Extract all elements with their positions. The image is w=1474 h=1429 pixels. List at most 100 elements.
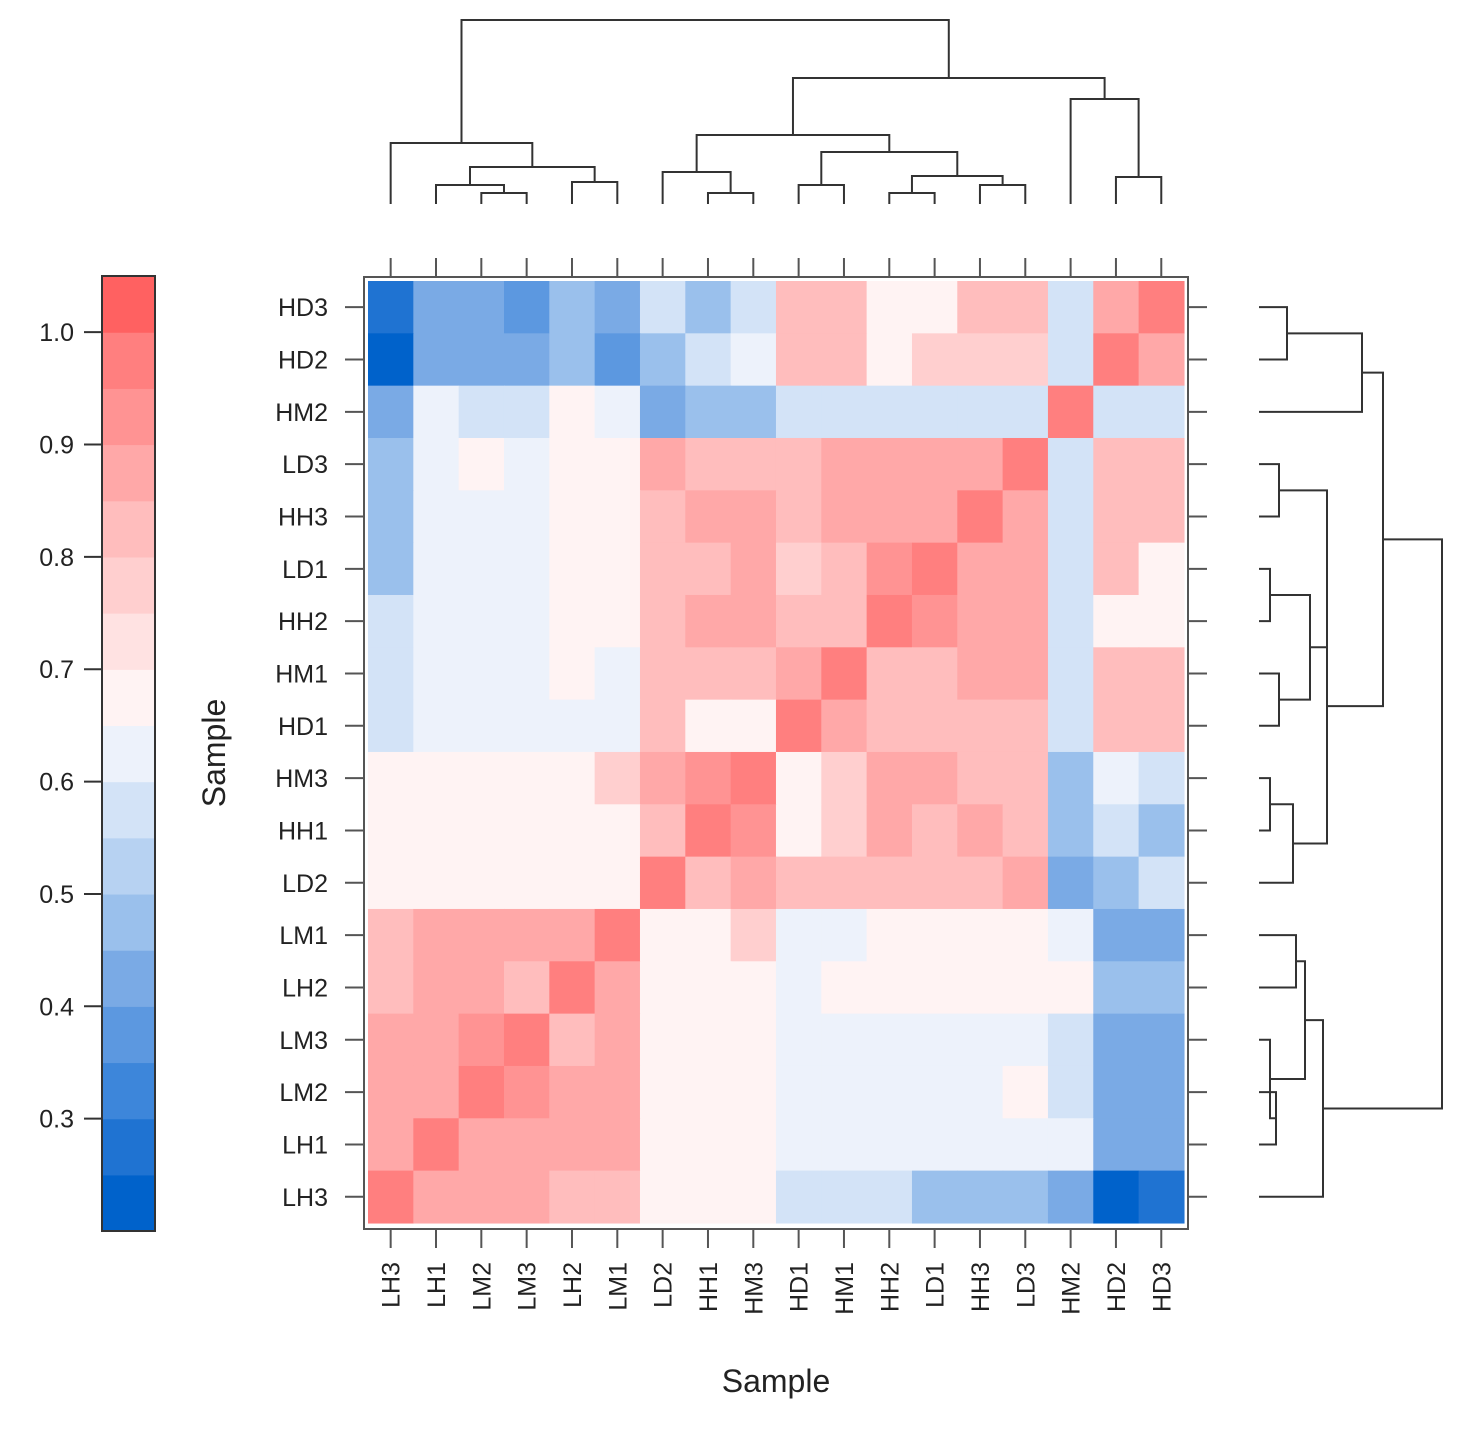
x-tick-label: LM1	[604, 1262, 632, 1311]
heatmap-cell-HD1-HH1	[685, 699, 732, 753]
heatmap-cells	[368, 281, 1185, 1224]
heatmap-cell-LM1-LD1	[911, 908, 958, 962]
heatmap-cell-HD2-HH2	[866, 333, 913, 387]
heatmap-cell-HD1-HM1	[821, 699, 868, 753]
heatmap-cell-HH1-LM2	[458, 804, 505, 858]
colorbar-band	[102, 332, 155, 389]
heatmap-cell-LM1-HH1	[685, 908, 732, 962]
heatmap-cell-HH3-LM1	[594, 490, 641, 544]
colorbar-tick-label: 0.3	[39, 1106, 74, 1134]
heatmap-cell-HM3-LD3	[1002, 751, 1049, 805]
colorbar-band	[102, 444, 155, 502]
heatmap-cell-HM1-HD3	[1138, 647, 1185, 701]
heatmap-cell-LM3-LD2	[639, 1013, 686, 1067]
heatmap-cell-HM3-LM2	[458, 751, 505, 805]
heatmap-cell-LM1-LD2	[639, 908, 686, 962]
heatmap-cell-HM1-LH2	[549, 647, 596, 701]
heatmap-cell-LH2-LH2	[549, 961, 596, 1015]
dendrogram-branch	[1259, 567, 1271, 623]
heatmap-cell-LM1-HH2	[866, 908, 913, 962]
heatmap-cell-HH2-HM2	[1047, 594, 1094, 648]
dendrogram-branch	[791, 77, 1106, 135]
heatmap-cell-LD3-HH1	[685, 437, 732, 491]
heatmap-cell-HH1-HM3	[730, 804, 777, 858]
heatmap-cell-LH3-LD2	[639, 1170, 686, 1224]
heatmap-cell-HM2-LH3	[368, 385, 414, 439]
dendrogram-branch	[1259, 463, 1280, 518]
heatmap-cell-HM2-LD3	[1002, 385, 1049, 439]
heatmap-cell-LH2-LM1	[594, 961, 641, 1015]
dendrogram-branch	[1293, 568, 1328, 845]
heatmap-cell-HM3-HD1	[775, 751, 822, 805]
heatmap-cell-HM2-HD1	[775, 385, 822, 439]
heatmap-cell-HH3-HD1	[775, 490, 822, 544]
heatmap-cell-HD2-LM3	[503, 333, 550, 387]
y-tick-label: LH1	[282, 1131, 328, 1159]
heatmap-cell-LM3-LD3	[1002, 1013, 1049, 1067]
heatmap-cell-LD2-LH1	[413, 856, 460, 910]
heatmap-cell-HM2-LD2	[639, 385, 686, 439]
heatmap-cell-LD2-HD2	[1093, 856, 1140, 910]
heatmap-cell-HD2-LH1	[413, 333, 460, 387]
heatmap-cell-HM3-HM2	[1047, 751, 1094, 805]
right-dendrogram	[1259, 306, 1443, 1198]
heatmap-cell-LH1-HD3	[1138, 1118, 1185, 1172]
colorbar-band	[102, 556, 155, 614]
plot-frame	[363, 276, 1189, 1230]
heatmap-cell-HD2-LM2	[458, 333, 505, 387]
y-tick-label: LD3	[282, 451, 328, 479]
heatmap-cell-HD3-HD3	[1138, 281, 1185, 334]
heatmap-cell-HM1-HM1	[821, 647, 868, 701]
heatmap-cell-HD3-HH2	[866, 281, 913, 334]
heatmap-cell-LM2-HM2	[1047, 1065, 1094, 1119]
heatmap-cell-LD3-HM3	[730, 437, 777, 491]
dendrogram-branch	[797, 184, 845, 204]
dendrogram-branch	[1259, 306, 1288, 361]
heatmap-cell-HD2-HH1	[685, 333, 732, 387]
heatmap-cell-HH2-HM1	[821, 594, 868, 648]
heatmap-cell-LM2-LH2	[549, 1065, 596, 1119]
colorbar-band	[102, 1062, 155, 1120]
heatmap-cell-LD2-HM3	[730, 856, 777, 910]
heatmap-cell-LH2-LM3	[503, 961, 550, 1015]
heatmap-cell-HM2-LM2	[458, 385, 505, 439]
dendrogram-branch	[1259, 777, 1271, 832]
colorbar-band	[102, 725, 155, 783]
heatmap-cell-HD1-LH3	[368, 699, 414, 753]
heatmap-cell-LD1-HD3	[1138, 542, 1185, 596]
colorbar-tick-label: 0.8	[39, 544, 74, 572]
heatmap-cell-LD3-LD3	[1002, 437, 1049, 491]
heatmap-cell-LM2-HM1	[821, 1065, 868, 1119]
heatmap-cell-HD1-LD3	[1002, 699, 1049, 753]
dendrogram-branch	[888, 192, 936, 204]
heatmap-cell-LH1-LH2	[549, 1118, 596, 1172]
heatmap-cell-HD1-LD1	[911, 699, 958, 753]
heatmap-cell-LD3-LD1	[911, 437, 958, 491]
heatmap-cell-LM1-HM2	[1047, 908, 1094, 962]
heatmap-cell-LH3-LD3	[1002, 1170, 1049, 1224]
heatmap-cell-HH2-LM1	[594, 594, 641, 648]
x-tick-label: HD3	[1148, 1262, 1176, 1312]
heatmap-cell-LM1-HM3	[730, 908, 777, 962]
y-tick-label: LH2	[282, 974, 328, 1002]
heatmap-cell-HH3-HM1	[821, 490, 868, 544]
y-tick-label: HM2	[275, 399, 328, 427]
heatmap-cell-HD2-HM1	[821, 333, 868, 387]
x-tick-label: LM3	[514, 1262, 542, 1311]
heatmap-cell-HD2-HM2	[1047, 333, 1094, 387]
heatmap-cell-HH1-LD3	[1002, 804, 1049, 858]
y-tick-labels: HD3 HD2 HM2 LD3 HH3 LD1 HH2 HM1 HD1 HM3 HH1 LD2 LM1 L…	[275, 294, 328, 1212]
heatmap-cell-HM2-HM1	[821, 385, 868, 439]
heatmap-cell-LM2-HM3	[730, 1065, 777, 1119]
heatmap-cell-LD2-LD2	[639, 856, 686, 910]
heatmap-cell-LM3-LH2	[549, 1013, 596, 1067]
heatmap-cell-LH3-HH2	[866, 1170, 913, 1224]
heatmap-cell-HD1-LD2	[639, 699, 686, 753]
heatmap-cell-LH1-LD1	[911, 1118, 958, 1172]
heatmap-cell-HM1-HD2	[1093, 647, 1140, 701]
colorbar	[101, 275, 156, 1232]
heatmap-cell-HD2-LH3	[368, 333, 414, 387]
dendrogram-branch	[570, 181, 619, 204]
heatmap-cell-HD2-LD2	[639, 333, 686, 387]
